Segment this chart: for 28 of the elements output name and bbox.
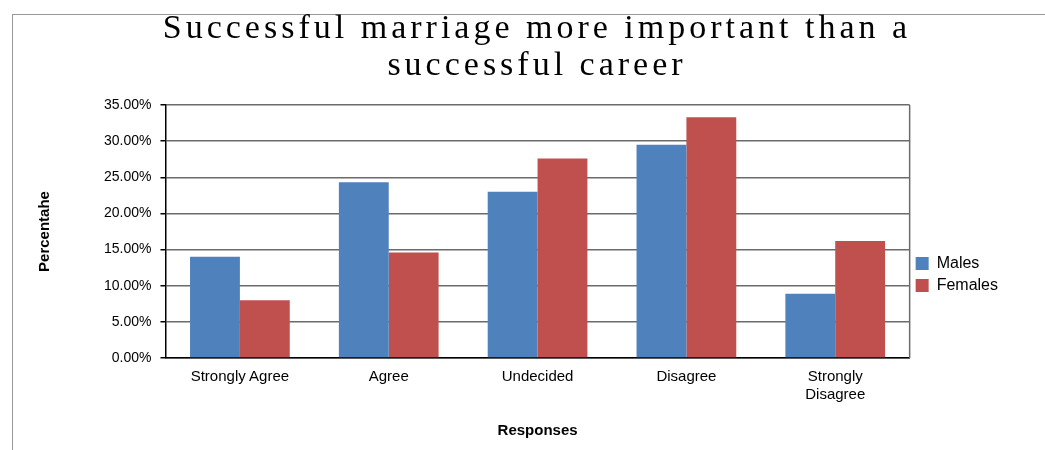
x-tick-label: Agree [368, 367, 409, 385]
legend-label: Females [936, 275, 999, 293]
bar [785, 293, 836, 358]
bar [686, 117, 737, 358]
bar [239, 300, 290, 358]
y-tick-label: 0.00% [111, 348, 152, 365]
y-tick-label: 10.00% [104, 276, 152, 293]
y-tick-label: 20.00% [104, 204, 152, 221]
x-tick-label: Undecided [501, 367, 574, 385]
bar [338, 182, 389, 358]
x-tick-label: Strongly Agree [190, 367, 290, 385]
y-tick-label: 35.00% [104, 95, 152, 112]
x-tick-label: Disagree [656, 367, 717, 385]
legend-label: Males [936, 253, 980, 271]
x-tick-label: Strongly Disagree [805, 367, 866, 403]
y-tick-label: 30.00% [104, 132, 152, 148]
bar [537, 158, 588, 358]
bar [388, 252, 439, 358]
x-axis-title: Responses [497, 421, 578, 439]
y-tick-label: 25.00% [104, 168, 152, 185]
bar [487, 191, 538, 358]
y-tick-label: 5.00% [111, 312, 152, 329]
bar [636, 144, 687, 358]
bar [190, 256, 240, 358]
chart-title: Successful marriage more important than a successful career [161, 8, 913, 82]
y-tick-label: 15.00% [104, 240, 152, 257]
bar [835, 240, 886, 358]
y-axis-title: Percentahe [35, 191, 53, 272]
